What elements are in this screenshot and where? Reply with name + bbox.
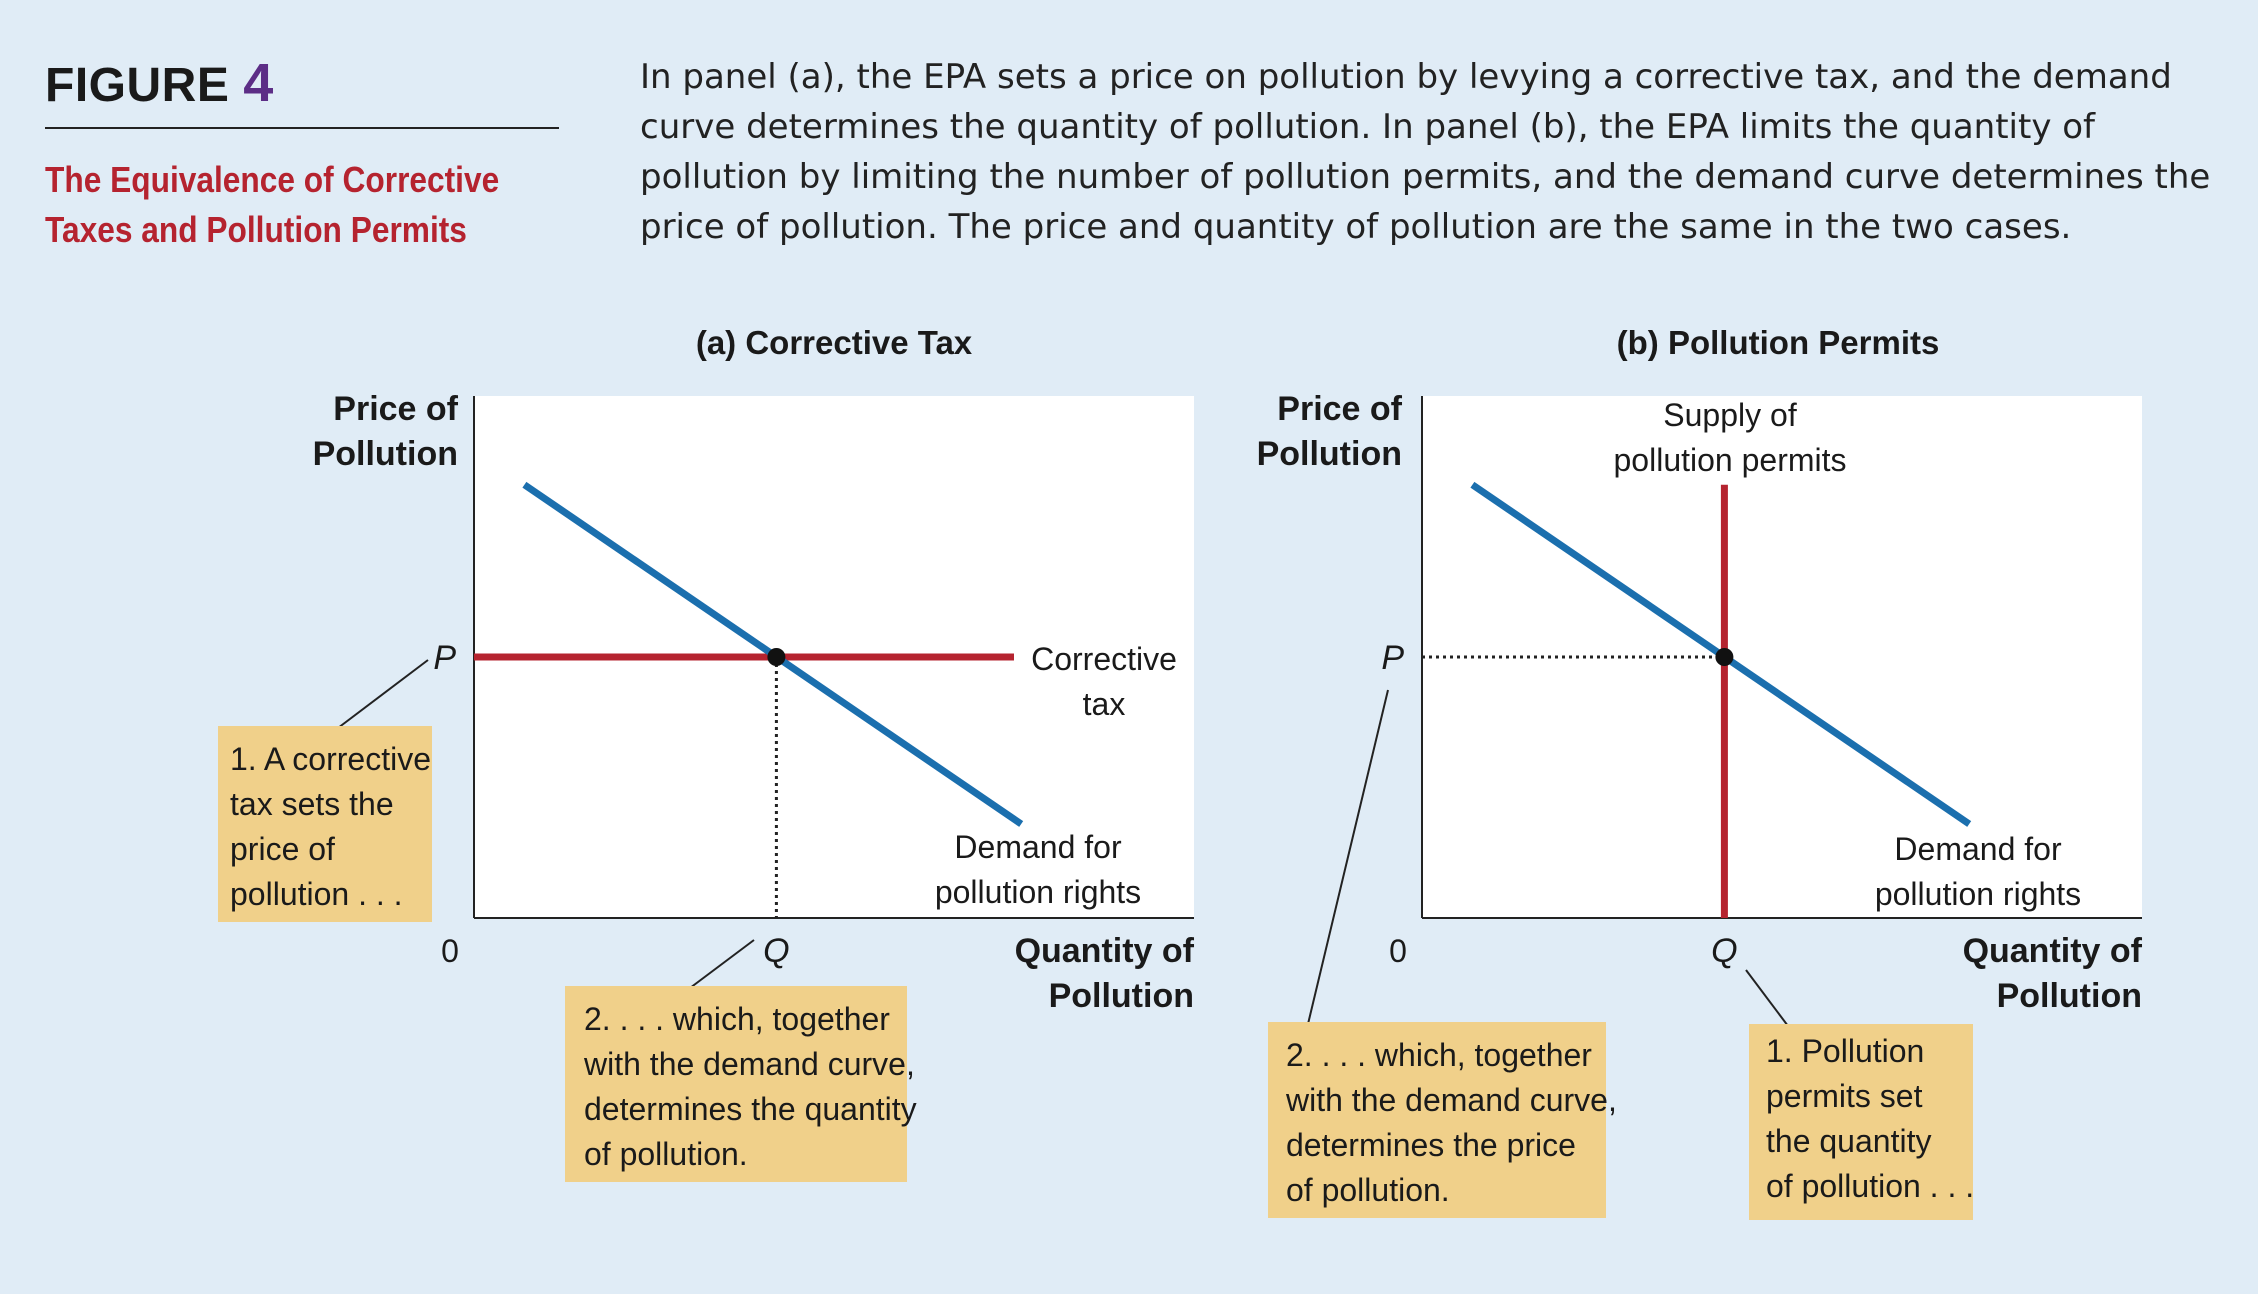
- policy-line-label: pollution permits: [1614, 442, 1847, 478]
- figure-rule: [45, 127, 559, 129]
- figure-label: FIGURE 4: [45, 52, 274, 114]
- policy-line-label: Corrective: [1031, 641, 1177, 677]
- callout-box: [1749, 1024, 1973, 1220]
- callout-text: pollution . . .: [230, 876, 403, 912]
- equilibrium-point: [767, 648, 786, 666]
- callout-text: of pollution.: [584, 1136, 748, 1172]
- equilibrium-point: [1715, 648, 1734, 666]
- callout-text: of pollution . . .: [1766, 1168, 1974, 1204]
- callout-box: [1268, 1022, 1606, 1218]
- demand-curve-label: Demand for: [1894, 831, 2062, 867]
- x-tick-label: Q: [763, 932, 789, 970]
- callout-text: determines the price: [1286, 1127, 1576, 1163]
- figure-label-text: FIGURE: [45, 59, 230, 112]
- callout-text: tax sets the: [230, 786, 394, 822]
- callout-text: of pollution.: [1286, 1172, 1450, 1208]
- callout-text: the quantity: [1766, 1123, 1931, 1159]
- callout-text: 1. Pollution: [1766, 1033, 1924, 1069]
- policy-line-label: Supply of: [1663, 397, 1797, 433]
- chart-panel-a: (a) Corrective Tax Price of Pollution Quant…: [218, 324, 1195, 1182]
- y-tick-label: P: [433, 639, 456, 677]
- y-axis-label: Price of: [333, 390, 458, 428]
- x-axis-label: Quantity of: [1015, 932, 1195, 970]
- callout-text: price of: [230, 831, 335, 867]
- callout-text: determines the quantity: [584, 1091, 917, 1127]
- y-axis-label: Pollution: [313, 435, 458, 473]
- callout-text: 2. . . . which, together: [584, 1001, 890, 1037]
- caption-line: price of pollution. The price and quanti…: [640, 207, 2072, 247]
- callout-leader: [337, 659, 429, 729]
- y-axis-label: Price of: [1277, 390, 1402, 428]
- origin-label: 0: [441, 933, 459, 969]
- x-axis-label: Pollution: [1049, 977, 1194, 1015]
- callout-text: 2. . . . which, together: [1286, 1037, 1592, 1073]
- callout-text: with the demand curve,: [1285, 1082, 1617, 1118]
- callout-text: 1. A corrective: [230, 741, 431, 777]
- demand-curve-label: Demand for: [954, 829, 1122, 865]
- callout-leader: [1745, 969, 1789, 1027]
- chart-panel-b: (b) Pollution Permits Price of Pollution Qu…: [1257, 324, 2143, 1220]
- figure-number: 4: [243, 53, 274, 113]
- x-axis-label: Quantity of: [1963, 932, 2143, 970]
- callout-text: permits set: [1766, 1078, 1923, 1114]
- y-tick-label: P: [1381, 639, 1404, 677]
- caption-line: In panel (a), the EPA sets a price on po…: [640, 57, 2172, 97]
- callout-box: [218, 726, 432, 922]
- origin-label: 0: [1389, 933, 1407, 969]
- callout-text: with the demand curve,: [583, 1046, 915, 1082]
- callout-leader: [689, 939, 755, 989]
- demand-curve-label: pollution rights: [935, 874, 1141, 910]
- caption-line: curve determines the quantity of polluti…: [640, 107, 2096, 147]
- x-tick-label: Q: [1711, 932, 1737, 970]
- panel-title: (a) Corrective Tax: [696, 324, 973, 361]
- caption-line: pollution by limiting the number of poll…: [640, 157, 2211, 197]
- callout-box: [565, 986, 907, 1182]
- demand-curve-label: pollution rights: [1875, 876, 2081, 912]
- y-axis-label: Pollution: [1257, 435, 1402, 473]
- callout-leader: [1307, 689, 1389, 1025]
- figure-title-line: The Equivalence of Corrective: [45, 159, 500, 200]
- figure-caption: In panel (a), the EPA sets a price on po…: [640, 52, 2211, 252]
- x-axis-label: Pollution: [1997, 977, 2142, 1015]
- policy-line-label: tax: [1083, 686, 1126, 722]
- figure-title-line: Taxes and Pollution Permits: [45, 209, 467, 250]
- panel-title: (b) Pollution Permits: [1617, 324, 1940, 361]
- figure-title: The Equivalence of Corrective Taxes and …: [45, 155, 520, 255]
